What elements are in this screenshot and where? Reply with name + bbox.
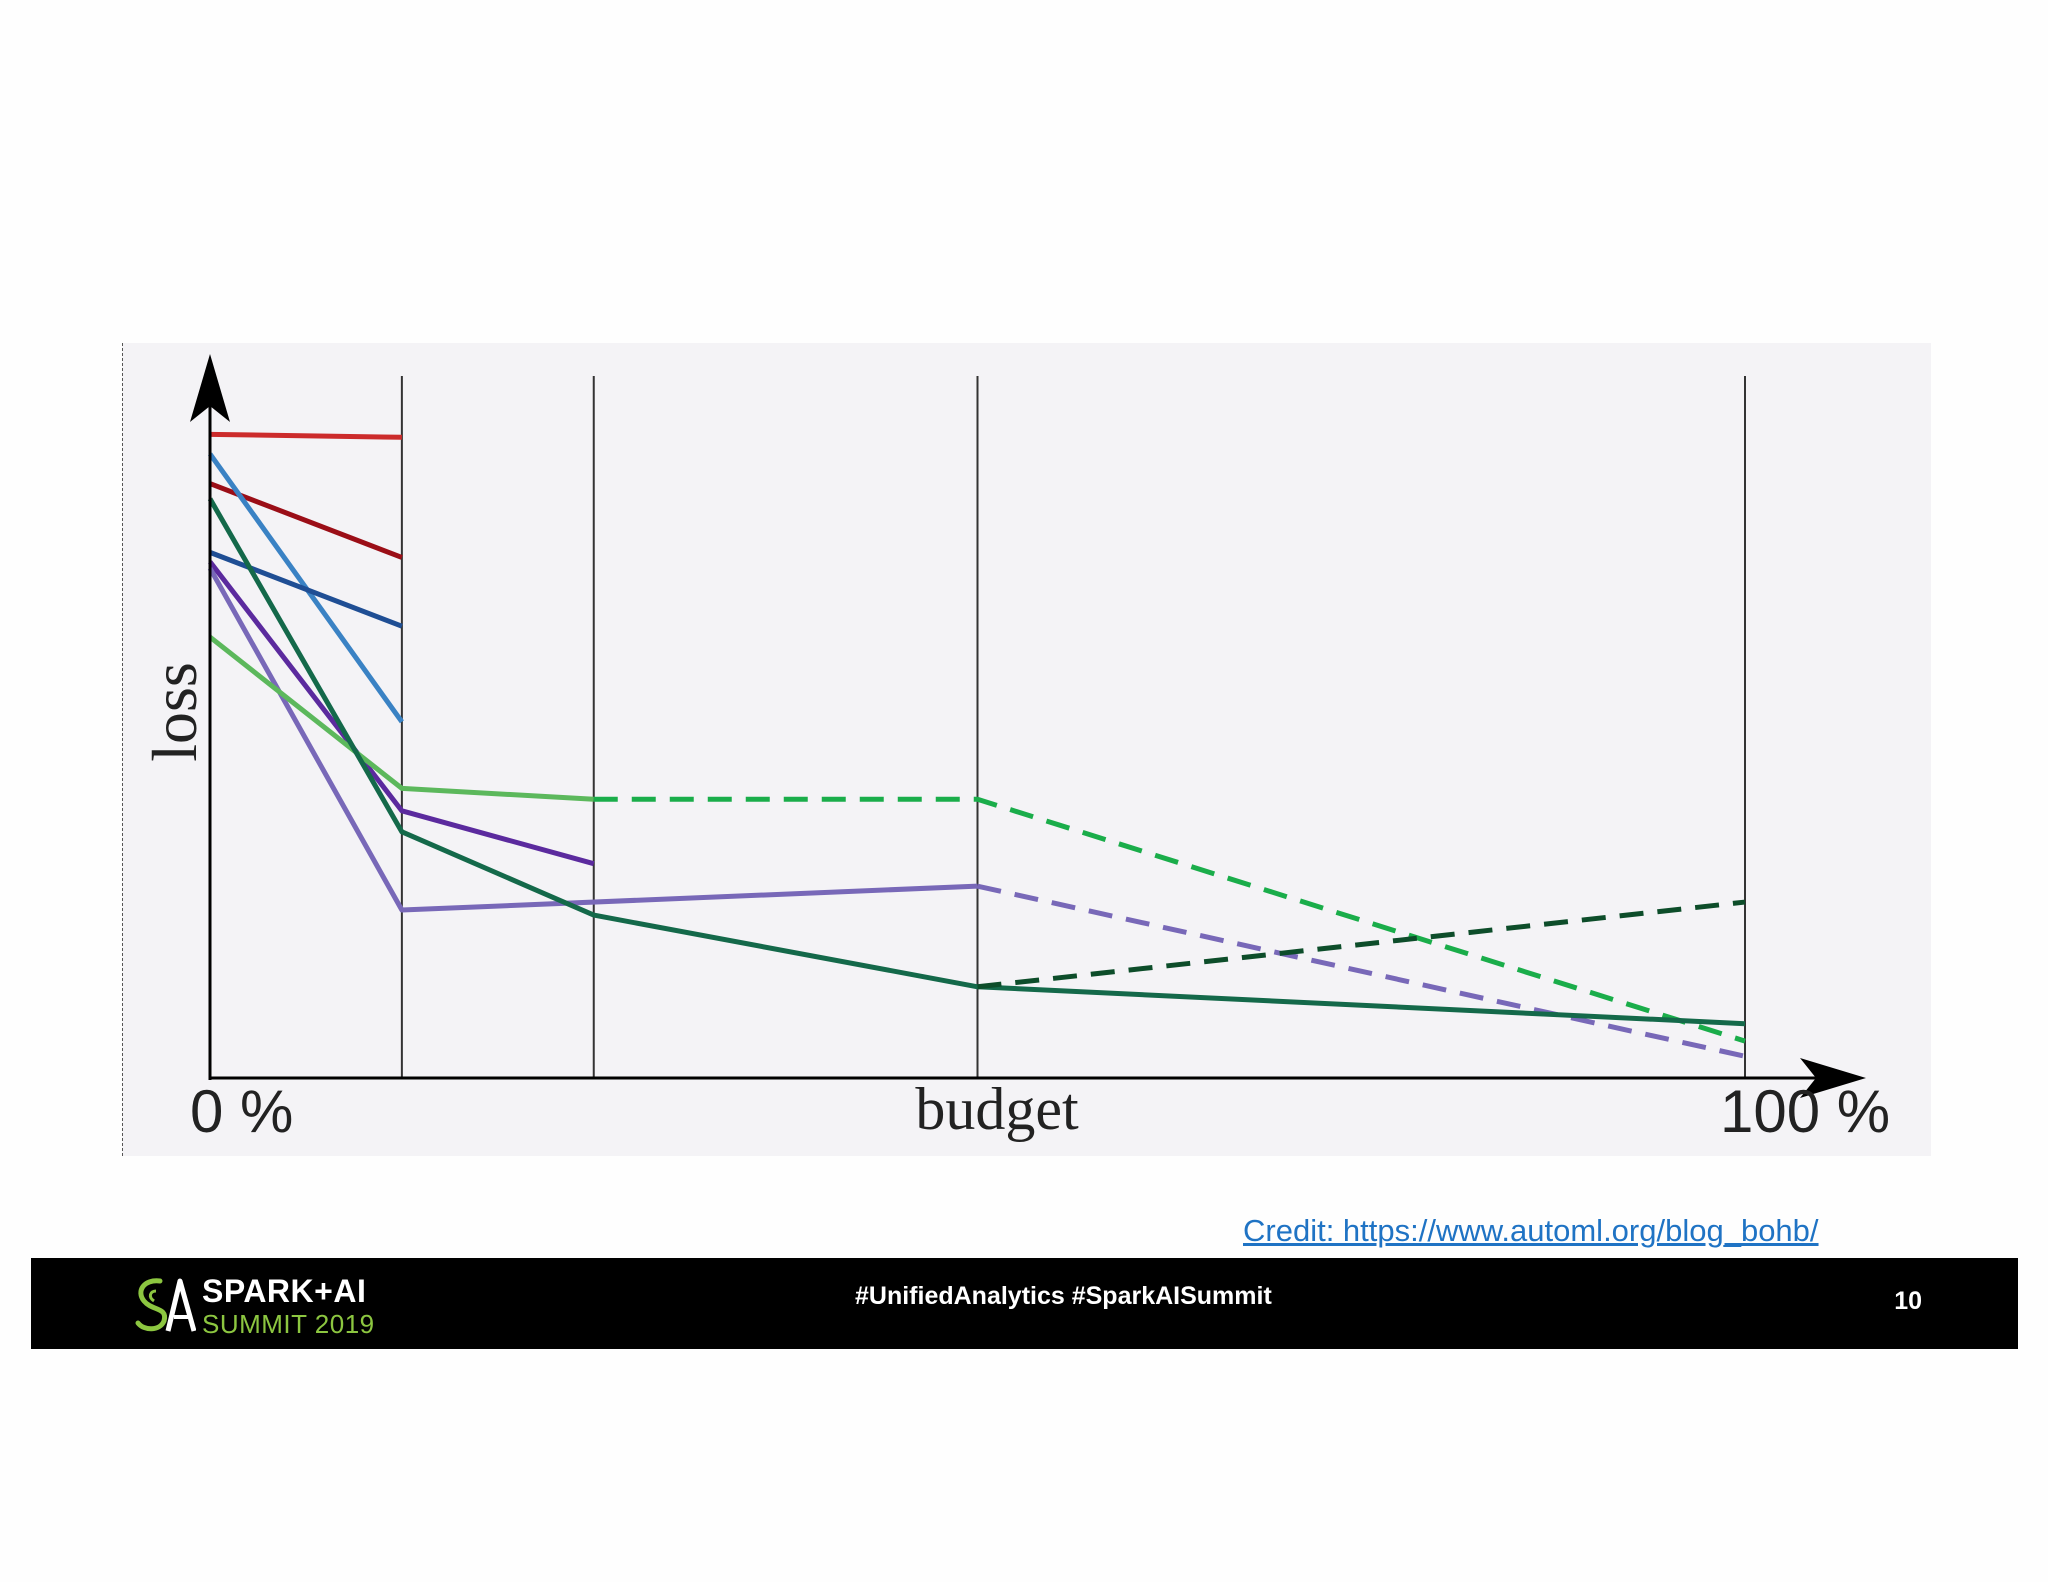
x-axis-label: budget bbox=[915, 1076, 1079, 1142]
series-line-6 bbox=[207, 567, 978, 913]
spark-ai-logo-icon bbox=[135, 1278, 196, 1332]
series-line-4 bbox=[209, 550, 403, 629]
series-line-7 bbox=[976, 883, 1746, 1059]
hashtags: #UnifiedAnalytics #SparkAISummit bbox=[855, 1282, 1272, 1310]
series-line-1 bbox=[209, 431, 402, 440]
logo-line1: SPARK+AI bbox=[202, 1273, 367, 1309]
spark-ai-summit-logo: SPARK+AI SUMMIT 2019 bbox=[130, 1269, 430, 1339]
footer-bar: SPARK+AI SUMMIT 2019 #UnifiedAnalytics #… bbox=[31, 1258, 2018, 1349]
x-tick-label-end: 100 % bbox=[1720, 1078, 1890, 1145]
series-line-5 bbox=[208, 560, 595, 867]
y-axis-arrowhead bbox=[190, 354, 230, 422]
x-axis-arrowhead bbox=[1800, 1058, 1866, 1098]
series-line-9 bbox=[593, 796, 1746, 1044]
logo-line2: SUMMIT 2019 bbox=[202, 1309, 375, 1339]
page-number: 10 bbox=[1894, 1287, 1922, 1315]
series-line-11 bbox=[977, 899, 1746, 990]
credit-link[interactable]: Credit: https://www.automl.org/blog_bohb… bbox=[1243, 1213, 1819, 1248]
series-line-10 bbox=[207, 497, 1746, 1027]
y-axis-label: loss bbox=[139, 662, 210, 762]
series-line-8 bbox=[208, 635, 594, 802]
x-tick-label-start: 0 % bbox=[190, 1078, 293, 1145]
